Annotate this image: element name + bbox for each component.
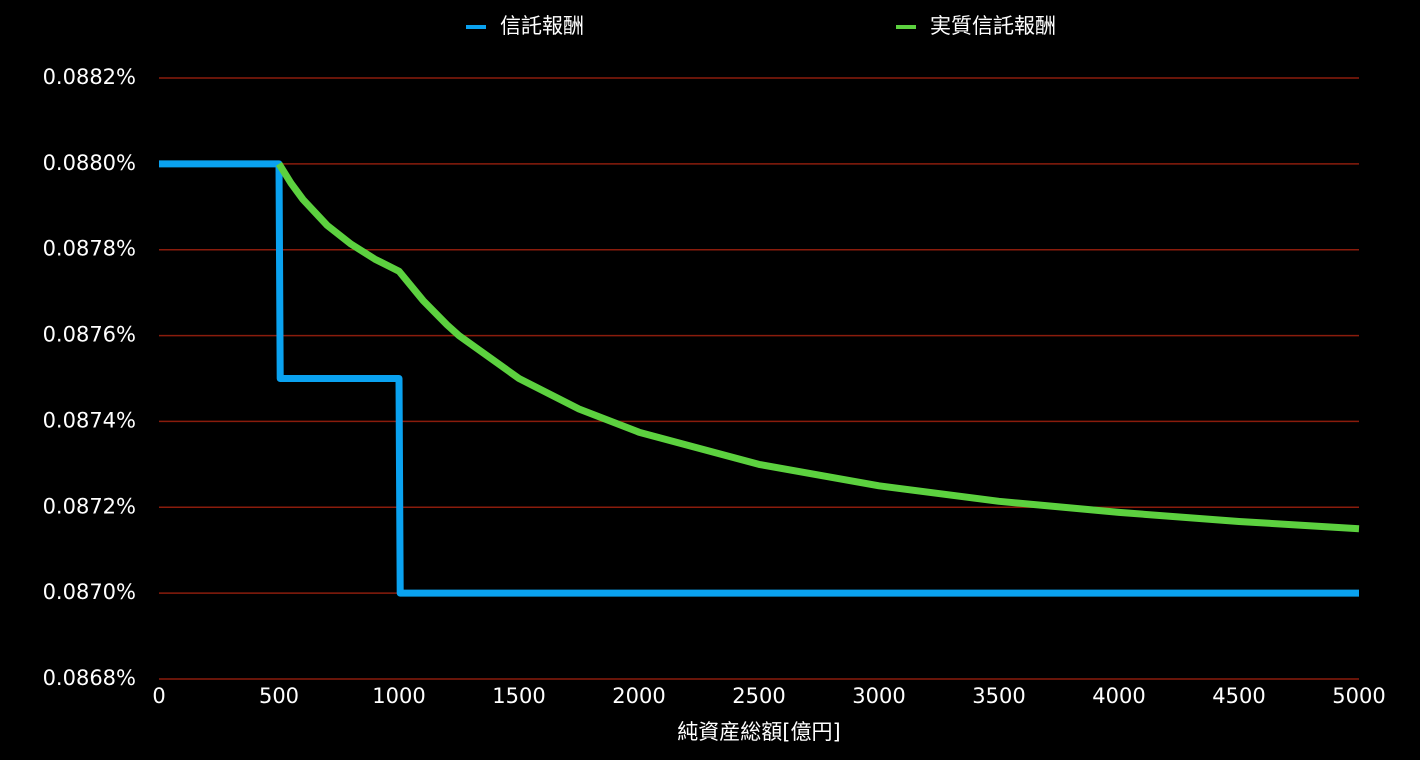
x-tick-label: 4500 — [1212, 684, 1265, 708]
x-tick-label: 1500 — [492, 684, 545, 708]
y-tick-label: 0.0870% — [43, 580, 136, 604]
x-tick-label: 0 — [152, 684, 165, 708]
x-tick-label: 2500 — [732, 684, 785, 708]
x-tick-label: 3000 — [852, 684, 905, 708]
x-axis-title: 純資産総額[億円] — [677, 720, 840, 744]
y-tick-label: 0.0878% — [43, 237, 136, 261]
y-tick-label: 0.0874% — [43, 408, 136, 432]
x-tick-label: 1000 — [372, 684, 425, 708]
x-tick-label: 5000 — [1332, 684, 1385, 708]
x-tick-label: 2000 — [612, 684, 665, 708]
legend-label: 信託報酬 — [500, 14, 584, 38]
x-tick-label: 4000 — [1092, 684, 1145, 708]
y-tick-label: 0.0872% — [43, 494, 136, 518]
series-line — [276, 162, 1360, 533]
series-line — [159, 160, 1359, 597]
y-tick-label: 0.0876% — [43, 323, 136, 347]
x-tick-label: 500 — [259, 684, 299, 708]
y-tick-label: 0.0868% — [43, 666, 136, 690]
y-tick-label: 0.0882% — [43, 65, 136, 89]
x-tick-label: 3500 — [972, 684, 1025, 708]
y-tick-label: 0.0880% — [43, 151, 136, 175]
legend-label: 実質信託報酬 — [930, 14, 1056, 38]
